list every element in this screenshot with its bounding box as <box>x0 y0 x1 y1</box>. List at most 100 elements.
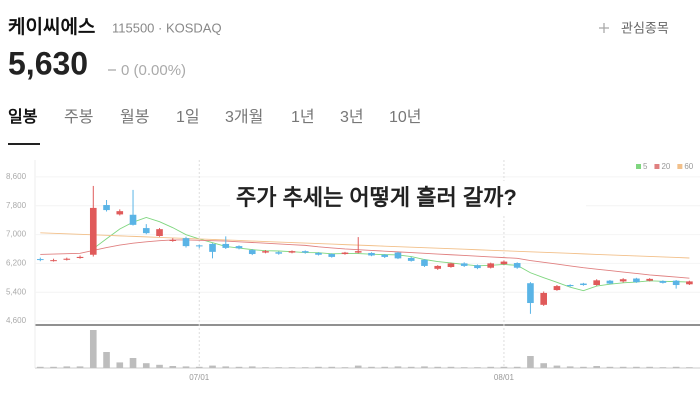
legend-swatch <box>654 164 660 169</box>
candle-body <box>580 283 587 286</box>
tab[interactable]: 일봉 <box>8 108 38 126</box>
y-tick-label: 7,000 <box>6 230 27 239</box>
moving-average-line <box>93 216 690 292</box>
volume-bar <box>421 366 428 368</box>
legend-label: 20 <box>661 162 670 171</box>
candle-body <box>235 246 243 249</box>
candle-body <box>275 252 283 254</box>
volume-bar <box>646 366 653 368</box>
volume-bar <box>381 366 389 368</box>
volume-bar <box>619 366 627 368</box>
volume-bar <box>129 358 137 368</box>
volume-bar <box>368 366 375 368</box>
volume-bar <box>182 366 190 368</box>
price-change: 0 (0.00%) <box>121 62 186 79</box>
candle-body <box>262 251 269 253</box>
candle-body <box>672 280 680 286</box>
y-tick-label: 7,800 <box>6 201 27 210</box>
tab[interactable]: 1년 <box>291 108 315 126</box>
candle-body <box>593 280 600 286</box>
candle-body <box>156 229 163 237</box>
volume-bar <box>553 365 561 368</box>
candle-body <box>394 252 402 259</box>
tab[interactable]: 3개월 <box>225 108 263 126</box>
candle-body <box>527 283 534 304</box>
tab[interactable]: 3년 <box>340 108 364 126</box>
x-tick-label: 08/01 <box>494 373 515 382</box>
candle-body <box>646 278 653 281</box>
volume-bar <box>341 367 349 368</box>
candle-body <box>209 243 216 252</box>
legend-label: 60 <box>684 162 693 171</box>
volume-bar <box>195 366 203 368</box>
candle-body <box>129 214 137 225</box>
volume-bar <box>235 366 243 368</box>
watch-button[interactable]: 관심종목 <box>599 20 669 35</box>
candle-body <box>606 280 614 284</box>
candle-body <box>222 243 230 248</box>
candle-body <box>142 228 150 234</box>
moving-average-line <box>40 239 690 279</box>
chart: 8,600 7,800 7,000 6,200 5,400 4,600 07/01 08/01… <box>6 160 700 382</box>
candle-body <box>368 252 375 256</box>
volume-bar <box>487 366 495 368</box>
candle-body <box>686 281 693 285</box>
volume-bar <box>447 366 455 368</box>
volume-bar <box>262 367 269 368</box>
volume-bar <box>103 352 110 368</box>
watch-label: 관심종목 <box>621 20 669 35</box>
y-tick-label: 6,200 <box>6 259 27 268</box>
volume-bar <box>222 366 230 368</box>
candle-body <box>407 257 415 261</box>
volume-bar <box>315 366 322 368</box>
annotation-box <box>230 181 586 216</box>
candle-body <box>354 251 362 253</box>
y-tick-label: 5,400 <box>6 287 27 296</box>
candle-body <box>182 238 190 247</box>
candle-body <box>288 251 296 253</box>
volume-bar <box>301 367 309 368</box>
volume-bar <box>142 363 150 368</box>
candle-body <box>103 205 110 211</box>
tab[interactable]: 월봉 <box>120 108 149 126</box>
volume-bar <box>527 356 534 368</box>
candle-body <box>513 263 521 268</box>
tab[interactable]: 10년 <box>389 108 422 126</box>
tab[interactable]: 1일 <box>176 108 200 126</box>
candle-body <box>195 245 203 247</box>
volume-bar <box>659 367 667 368</box>
volume-bar <box>394 366 402 368</box>
volume-bar <box>156 364 163 368</box>
candle-body <box>76 256 84 258</box>
candle-body <box>460 263 468 266</box>
candle-body <box>659 281 667 283</box>
volume-bar <box>248 366 256 368</box>
stock-code: 115500 · KOSDAQ <box>112 20 222 35</box>
candle-body <box>447 263 455 267</box>
volume-bar <box>407 366 415 368</box>
candle-body <box>500 261 508 265</box>
candle-body <box>553 286 561 291</box>
candle-body <box>89 207 97 255</box>
volume-bar <box>169 366 177 368</box>
candle-body <box>116 211 124 215</box>
tab[interactable]: 주봉 <box>64 109 93 126</box>
volume-bar <box>354 365 362 368</box>
candle-body <box>50 260 57 262</box>
moving-average-line <box>40 232 690 259</box>
volume-bar <box>500 366 508 368</box>
stock-name: 케이씨에스 <box>8 16 95 38</box>
candle-body <box>169 239 177 241</box>
candle-body <box>63 258 71 260</box>
volume-bar <box>209 365 216 368</box>
tab-bar: 일봉 주봉 월봉 1일 3개월 1년 3년 10년 <box>8 108 422 126</box>
volume-bar <box>460 367 468 368</box>
candle-body <box>474 265 481 269</box>
candle-body <box>36 259 44 261</box>
candle-body <box>248 250 256 255</box>
volume-bar <box>672 366 680 368</box>
volume-bar <box>566 366 574 368</box>
x-tick-label: 07/01 <box>189 373 210 382</box>
volume-bar <box>328 366 336 368</box>
